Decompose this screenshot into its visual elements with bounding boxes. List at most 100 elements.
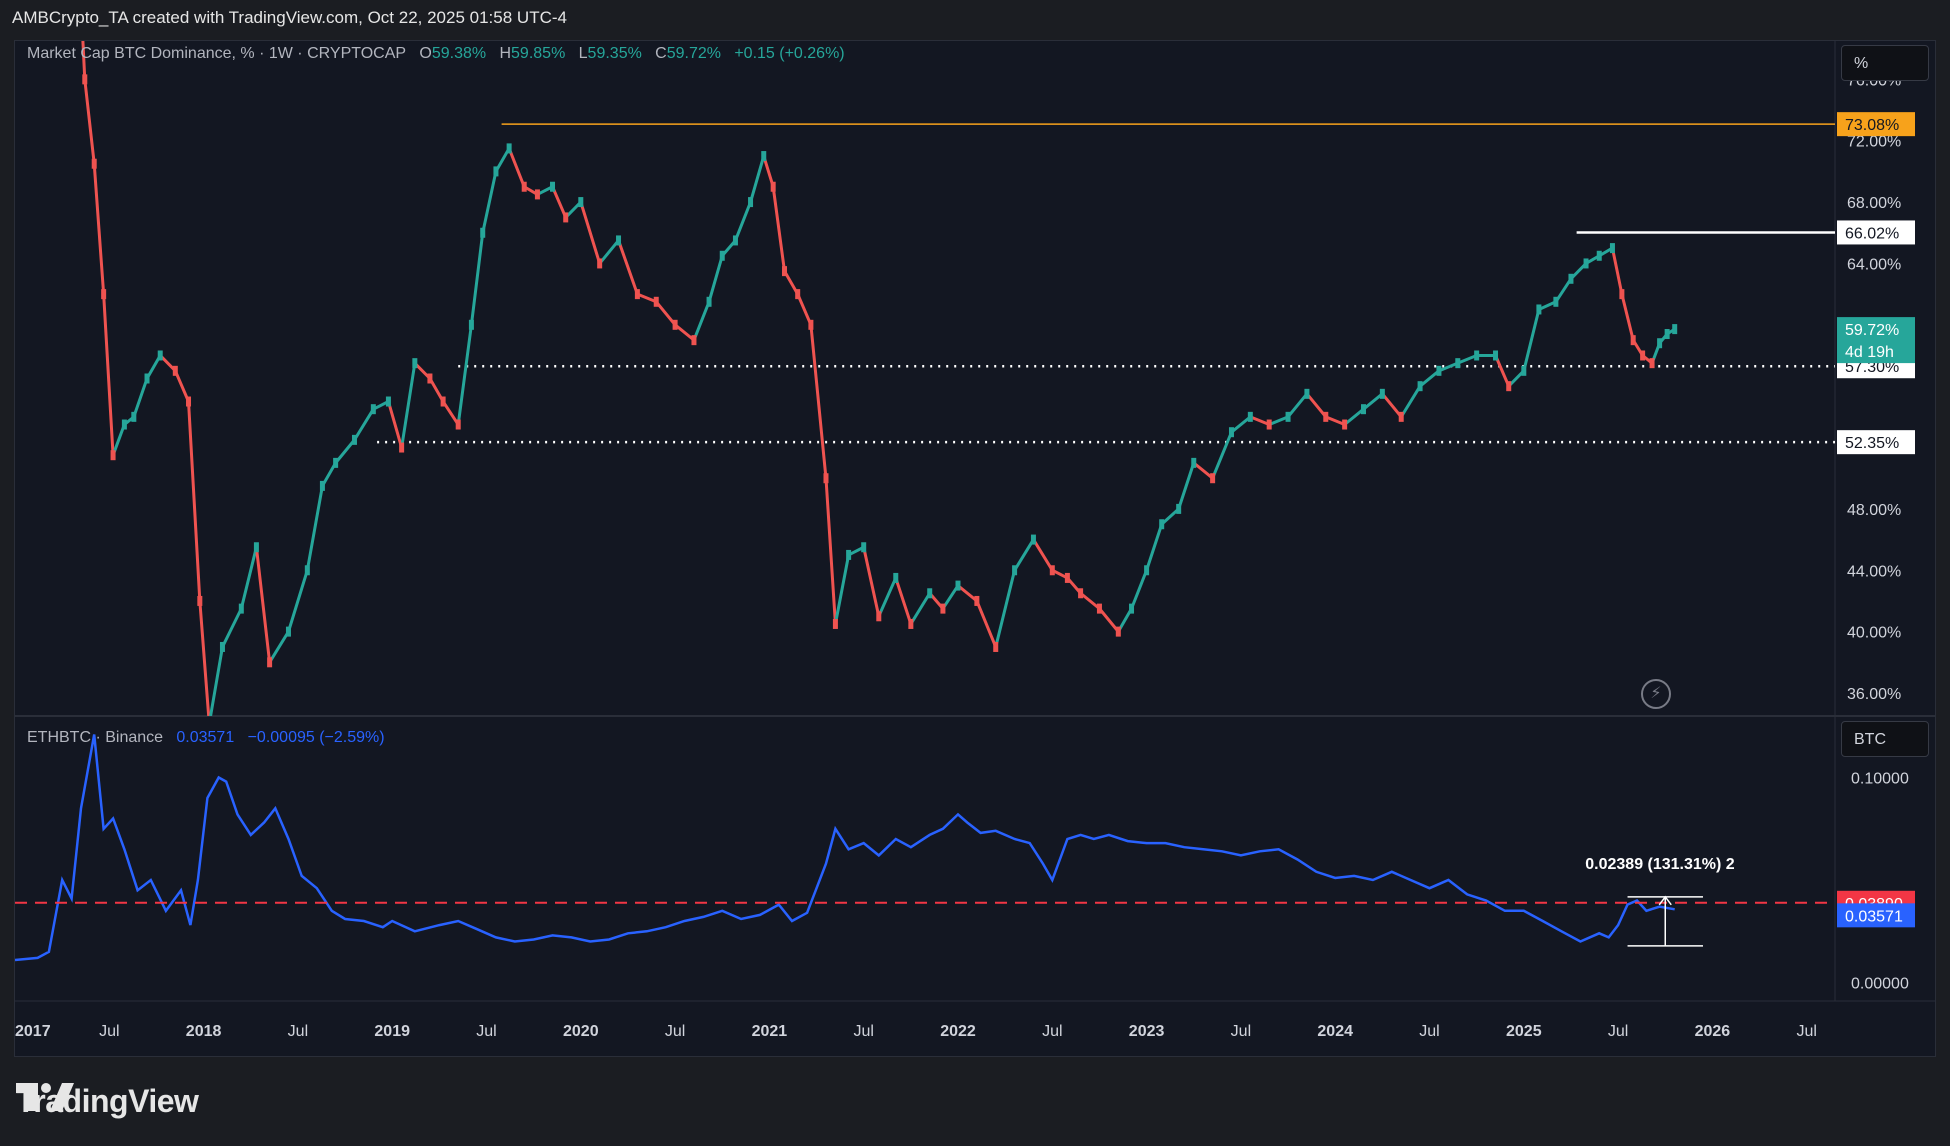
price-segment [796,292,813,327]
candle [550,181,556,192]
candle [578,197,584,208]
price-segment [535,185,555,196]
candle [876,611,882,622]
price-segment [1522,307,1541,373]
candle [761,151,767,162]
lightning-icon[interactable]: ⚡ [1641,679,1671,709]
price-segment [254,545,272,664]
price-segment [862,545,881,618]
x-tick-label: 2021 [752,1023,788,1040]
candle [1521,365,1527,376]
candle [1360,404,1366,415]
lower-last-price-label: 0.03571 [1845,908,1903,925]
low-label: L [578,45,588,62]
price-segment [1097,607,1120,634]
price-segment [198,599,211,716]
price-segment [762,154,775,189]
btc-scale-button[interactable]: BTC [1841,721,1929,757]
price-segment [187,400,202,603]
candle [993,641,999,652]
price-segment [334,438,356,465]
candle [238,603,244,614]
x-tick-label: 2017 [15,1023,51,1040]
price-segment [1361,392,1384,411]
level-label-bg [1837,430,1915,455]
candle [748,197,754,208]
y-tick-label: 40.00% [1847,625,1901,642]
candle [732,235,738,246]
price-segment [173,369,191,404]
price-segment [579,200,602,265]
candle [1342,419,1348,430]
chart-canvas[interactable]: 36.00% 40.00% 44.00% 48.00% 64.00% 68.00% 72.0… [15,41,1935,1056]
candle [468,319,474,330]
price-segment [1324,415,1347,427]
candle [186,396,192,407]
last-price-label-countdown: 4d 19h [1845,344,1894,361]
x-tick-label: 2018 [186,1023,222,1040]
price-segment [268,630,290,664]
price-segment [158,353,177,373]
candle [927,588,933,599]
price-segment [1192,461,1215,480]
candle [157,350,163,361]
price-segment [132,377,149,419]
main-symbol[interactable]: Market Cap BTC Dominance, % · 1W · CRYPT… [27,45,407,62]
price-segment [1456,353,1479,365]
candle [91,158,97,169]
x-tick-label: Jul [665,1023,685,1040]
x-tick-label: Jul [1608,1023,1628,1040]
lower-symbol[interactable]: ETHBTC · Binance [27,729,164,746]
candle [534,189,540,200]
candle [781,266,787,277]
candle [893,572,899,583]
candle [1640,350,1646,361]
price-segment [551,185,568,219]
candle [1285,411,1291,422]
price-segment [635,292,658,304]
candle [940,603,946,614]
candle [808,319,814,330]
price-segment [1145,522,1164,572]
candle [1030,534,1036,545]
candle [131,411,137,422]
candle [110,450,116,461]
candle [1398,411,1404,422]
candle [1115,626,1121,637]
x-tick-label: 2020 [563,1023,599,1040]
candle [1078,588,1084,599]
lower-legend: ETHBTC · Binance 0.03571 −0.00095 (−2.59… [27,729,385,747]
candle [197,595,203,606]
x-tick-label: Jul [1419,1023,1439,1040]
ethbtc-line [15,734,1675,962]
x-tick-label: 2025 [1506,1023,1542,1040]
candle [719,250,725,261]
footer-logo: TradingView [16,1083,199,1120]
x-tick-label: 2023 [1129,1023,1165,1040]
candle [1664,329,1670,340]
y-tick-label: 68.00% [1847,195,1901,212]
tradingview-logo-icon [16,1083,74,1111]
candle [653,296,659,307]
price-segment [81,41,87,81]
candle [1619,289,1625,300]
candle [706,296,712,307]
candle [597,258,603,269]
candle [285,626,291,637]
candle [1266,419,1272,430]
price-segment [469,231,485,327]
price-segment [386,400,404,450]
percent-scale-button[interactable]: % [1841,45,1929,81]
price-segment [1399,384,1422,419]
candle [1455,358,1461,369]
price-segment [1610,246,1624,296]
candle [1506,381,1512,392]
price-segment [1437,361,1460,373]
candle [493,166,499,177]
x-tick-label: Jul [288,1023,308,1040]
price-segment [239,545,258,611]
lower-value: 0.03571 [176,729,235,746]
candle [427,373,433,384]
main-legend: Market Cap BTC Dominance, % · 1W · CRYPT… [27,45,845,63]
price-segment [941,584,960,611]
